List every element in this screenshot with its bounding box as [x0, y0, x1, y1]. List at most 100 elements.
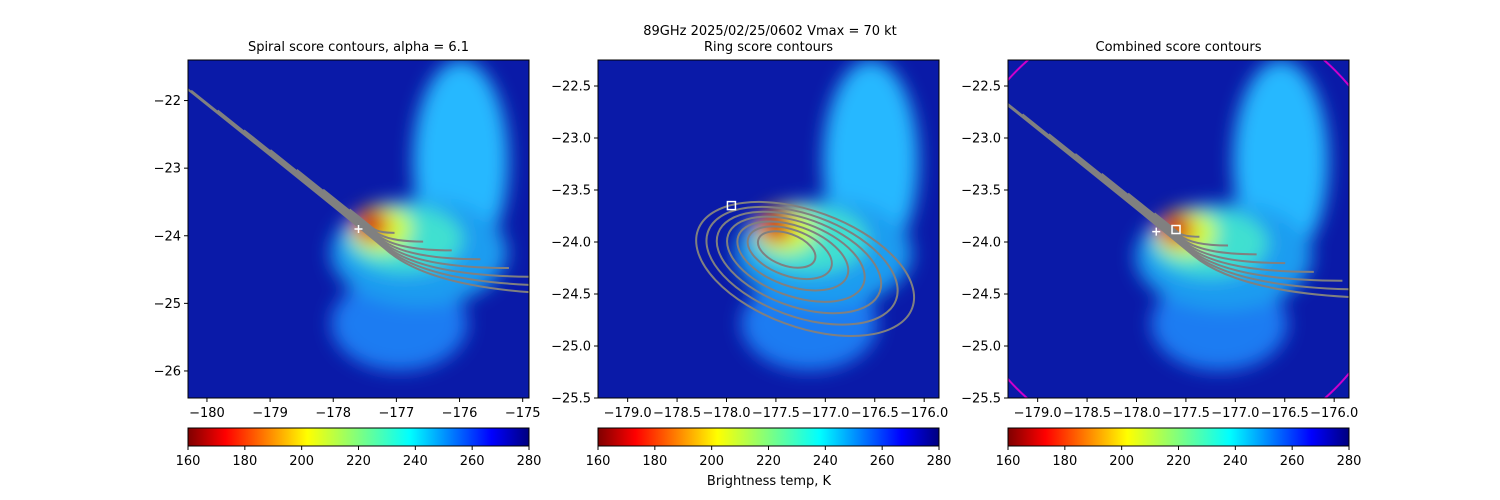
y-tick-label: −23: [154, 162, 181, 177]
figure-suptitle: 89GHz 2025/02/25/0602 Vmax = 70 kt: [643, 24, 897, 39]
y-tick-label: −24.0: [551, 236, 591, 251]
contour-line: [269, 149, 481, 261]
colorbar-tick-label: 240: [813, 454, 838, 469]
y-tick-label: −25: [154, 297, 181, 312]
contour-line: [1074, 153, 1286, 265]
colorbar-tick-label: 220: [346, 454, 371, 469]
x-tick-label: −175: [505, 406, 541, 421]
y-tick-label: −23.0: [551, 132, 591, 147]
contour-line: [296, 169, 452, 252]
y-tick-label: −25.5: [961, 392, 1001, 407]
colorbar-tick-label: 240: [403, 454, 428, 469]
score-contours: [695, 200, 916, 337]
axes-frame: [1007, 59, 1350, 399]
brightness-field: [188, 60, 529, 398]
colorbar-tick-label: 260: [1280, 454, 1305, 469]
colorbar-tick-label: 220: [756, 454, 781, 469]
x-tick-label: −176: [442, 406, 478, 421]
colorbar-tick-label: 180: [232, 454, 257, 469]
axes-frame: [187, 59, 530, 399]
contour-line: [726, 215, 866, 303]
contour-line: [705, 205, 899, 326]
score-contours: [1008, 102, 1349, 298]
y-tick-label: −22.5: [551, 80, 591, 95]
colorbar-tick-label: 260: [870, 454, 895, 469]
x-tick-label: −178.0: [702, 406, 750, 421]
center-cross-marker: [354, 225, 363, 233]
center-square-marker: [726, 200, 737, 211]
panel-3: Combined score contours −179.0 −178.5 −178.…: [961, 40, 1362, 469]
colorbar: [1007, 427, 1350, 447]
y-tick-label: −23.0: [961, 132, 1001, 147]
colorbar-tick-label: 180: [1052, 454, 1077, 469]
panel-title: Ring score contours: [704, 40, 833, 55]
x-tick-label: −177.5: [752, 406, 800, 421]
colorbar-label: Brightness temp, K: [707, 474, 832, 489]
colorbar-tick-label: 280: [517, 454, 542, 469]
y-tick-label: −24.5: [551, 288, 591, 303]
score-contours: [188, 88, 529, 294]
x-tick-label: −178.5: [653, 406, 701, 421]
center-cross-marker: [1152, 227, 1161, 236]
y-tick-label: −25.0: [551, 340, 591, 355]
y-tick-label: −24.5: [961, 288, 1001, 303]
x-tick-label: −177.5: [1162, 406, 1210, 421]
x-tick-label: −176.0: [900, 406, 948, 421]
center-square-marker: [1171, 224, 1181, 235]
x-tick-label: −176.5: [1261, 406, 1309, 421]
colorbar-tick-label: 280: [1337, 454, 1362, 469]
y-tick-label: −23.5: [961, 184, 1001, 199]
x-tick-label: −179: [252, 406, 288, 421]
contour-line: [322, 188, 424, 243]
contour-line: [746, 225, 833, 281]
panel-title: Combined score contours: [1096, 40, 1262, 55]
colorbar-tick-label: 180: [642, 454, 667, 469]
colorbar-tick-label: 200: [289, 454, 314, 469]
contour-line: [1008, 102, 1349, 291]
x-tick-label: −178.0: [1112, 406, 1160, 421]
y-tick-label: −23.5: [551, 184, 591, 199]
x-tick-label: −178.5: [1063, 406, 1111, 421]
contour-line: [190, 89, 529, 286]
contour-line: [756, 230, 817, 269]
colorbar-tick-label: 160: [176, 454, 201, 469]
colorbar-tick-label: 280: [927, 454, 952, 469]
colorbar-tick-label: 260: [460, 454, 485, 469]
contour-line: [715, 210, 883, 315]
colorbar-tick-label: 160: [586, 454, 611, 469]
contour-line: [216, 109, 529, 278]
contour-line: [1008, 104, 1349, 298]
y-tick-label: −22: [154, 94, 181, 109]
contour-line: [188, 88, 529, 294]
y-tick-label: −24.0: [961, 236, 1001, 251]
x-tick-label: −177: [379, 406, 415, 421]
x-tick-label: −176.5: [851, 406, 899, 421]
colorbar-tick-label: 200: [699, 454, 724, 469]
x-tick-label: −179.0: [604, 406, 652, 421]
contour-line: [348, 208, 395, 234]
axes-frame: [597, 59, 940, 399]
x-tick-label: −177.0: [801, 406, 849, 421]
contour-line: [736, 220, 850, 292]
panel-2: Ring score contours−179.0 −178.5 −178.0 −17…: [551, 40, 951, 469]
y-tick-label: −25.0: [961, 340, 1001, 355]
panel-title: Spiral score contours, alpha = 6.1: [248, 40, 469, 55]
y-tick-label: −25.5: [551, 392, 591, 407]
x-tick-label: −176.0: [1310, 406, 1358, 421]
contour-line: [695, 200, 916, 337]
colorbar: [597, 427, 940, 447]
x-tick-label: −179.0: [1014, 406, 1062, 421]
colorbar-tick-label: 160: [996, 454, 1021, 469]
brightness-field: [598, 60, 939, 398]
y-tick-label: −24: [154, 229, 181, 244]
y-tick-label: −26: [154, 364, 181, 379]
colorbar-tick-label: 220: [1166, 454, 1191, 469]
contour-line: [243, 129, 509, 270]
x-tick-label: −180: [189, 406, 225, 421]
contour-line: [1153, 212, 1200, 238]
y-tick-label: −22.5: [961, 80, 1001, 95]
x-tick-label: −178: [315, 406, 351, 421]
contour-line: [1101, 172, 1257, 256]
colorbar-tick-label: 240: [1223, 454, 1248, 469]
